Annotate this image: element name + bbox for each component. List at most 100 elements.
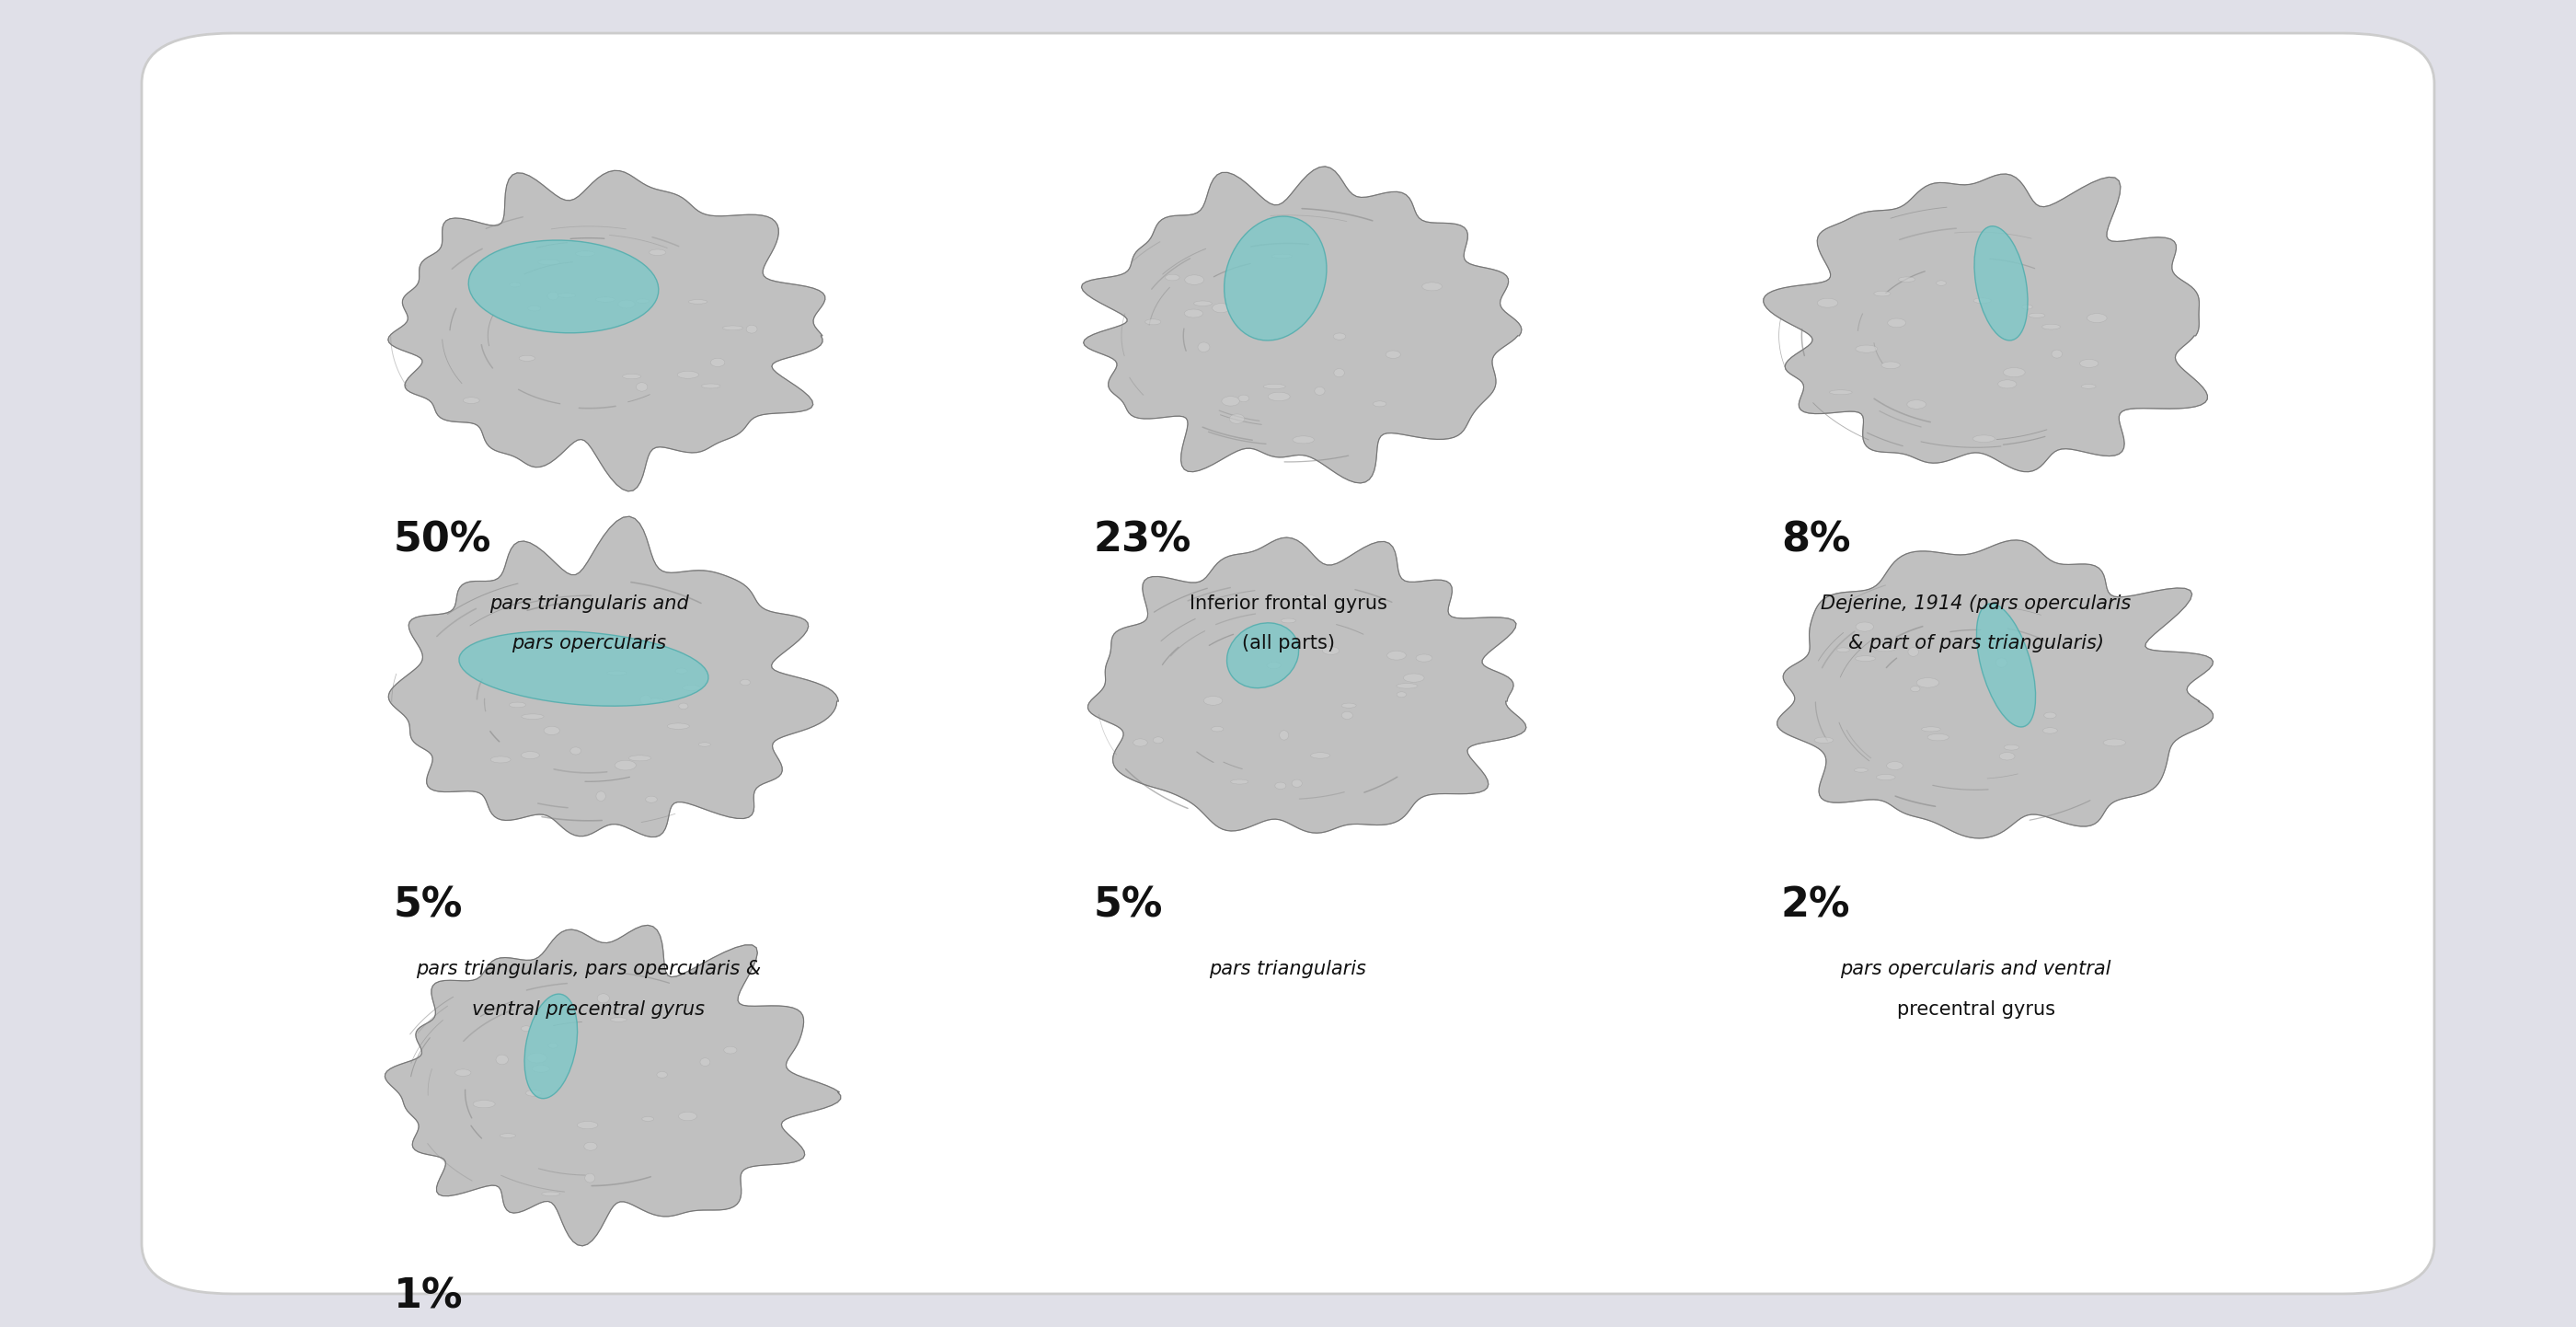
Ellipse shape [701, 384, 721, 389]
Ellipse shape [526, 1089, 541, 1096]
Ellipse shape [1888, 318, 1906, 328]
Ellipse shape [549, 292, 559, 300]
Text: 2%: 2% [1780, 886, 1850, 925]
Ellipse shape [1829, 390, 1852, 394]
Ellipse shape [1154, 736, 1164, 743]
Ellipse shape [1164, 275, 1180, 280]
Ellipse shape [1396, 691, 1406, 697]
Ellipse shape [1146, 320, 1162, 325]
Ellipse shape [459, 632, 708, 706]
Ellipse shape [641, 695, 652, 705]
Ellipse shape [654, 698, 665, 702]
Ellipse shape [1855, 768, 1868, 772]
Ellipse shape [1404, 674, 1425, 682]
Ellipse shape [1291, 779, 1301, 787]
Ellipse shape [1973, 299, 1991, 304]
Ellipse shape [1906, 399, 1927, 409]
Ellipse shape [1280, 730, 1288, 740]
Ellipse shape [2079, 360, 2099, 368]
Ellipse shape [1314, 387, 1324, 395]
Text: 8%: 8% [1780, 520, 1850, 560]
Ellipse shape [1185, 309, 1203, 317]
Ellipse shape [1193, 301, 1211, 307]
Ellipse shape [2102, 739, 2125, 746]
Ellipse shape [1999, 380, 2017, 389]
Ellipse shape [1224, 216, 1327, 341]
Polygon shape [384, 925, 840, 1246]
Ellipse shape [2043, 727, 2058, 734]
Ellipse shape [2004, 368, 2025, 377]
Ellipse shape [1211, 726, 1224, 731]
Ellipse shape [2004, 744, 2020, 750]
Text: pars opercularis and ventral: pars opercularis and ventral [1839, 959, 2112, 978]
Text: 1%: 1% [394, 1277, 464, 1316]
Ellipse shape [677, 372, 698, 378]
Ellipse shape [636, 382, 647, 391]
Text: 5%: 5% [394, 886, 464, 925]
Ellipse shape [701, 1058, 711, 1066]
Ellipse shape [1855, 345, 1878, 353]
Ellipse shape [469, 240, 659, 333]
Ellipse shape [497, 1055, 507, 1064]
Text: 50%: 50% [394, 520, 492, 560]
Ellipse shape [724, 325, 742, 330]
Ellipse shape [649, 698, 659, 703]
Ellipse shape [724, 1047, 737, 1054]
Ellipse shape [1280, 618, 1296, 622]
Ellipse shape [1221, 397, 1239, 406]
Ellipse shape [528, 305, 541, 311]
Text: 5%: 5% [1092, 886, 1162, 925]
Ellipse shape [739, 679, 750, 685]
Text: Dejerine, 1914 (pars opercularis: Dejerine, 1914 (pars opercularis [1821, 594, 2130, 613]
Ellipse shape [556, 293, 577, 297]
Ellipse shape [1922, 727, 1940, 731]
Ellipse shape [1899, 277, 1917, 281]
Ellipse shape [1342, 711, 1352, 719]
Ellipse shape [598, 994, 611, 1003]
Ellipse shape [1873, 645, 1896, 652]
Text: pars opercularis: pars opercularis [513, 634, 667, 653]
Ellipse shape [1185, 275, 1203, 285]
Ellipse shape [647, 796, 657, 803]
Ellipse shape [1816, 299, 1837, 308]
Ellipse shape [2043, 324, 2061, 329]
Ellipse shape [1422, 283, 1443, 291]
Ellipse shape [1927, 734, 1950, 740]
Ellipse shape [641, 1117, 654, 1121]
Polygon shape [389, 171, 824, 491]
Ellipse shape [1909, 648, 1919, 657]
Ellipse shape [1417, 654, 1432, 662]
Polygon shape [389, 516, 837, 837]
Ellipse shape [1875, 775, 1896, 780]
Polygon shape [1087, 537, 1525, 833]
Ellipse shape [683, 685, 701, 690]
Ellipse shape [1396, 683, 1417, 689]
Text: 23%: 23% [1092, 520, 1190, 560]
Ellipse shape [1293, 437, 1314, 443]
Ellipse shape [500, 1133, 515, 1137]
Ellipse shape [2027, 313, 2045, 317]
Ellipse shape [538, 260, 559, 264]
Ellipse shape [1213, 304, 1229, 313]
Ellipse shape [1814, 738, 1834, 743]
Ellipse shape [1973, 226, 2027, 341]
Polygon shape [1765, 174, 2208, 472]
Ellipse shape [2087, 313, 2107, 322]
Ellipse shape [574, 251, 595, 256]
Ellipse shape [489, 756, 510, 763]
Ellipse shape [1886, 762, 1904, 770]
Ellipse shape [1976, 604, 2035, 727]
Ellipse shape [541, 1192, 559, 1196]
Ellipse shape [1342, 703, 1355, 707]
Text: & part of pars triangularis): & part of pars triangularis) [1847, 634, 2105, 653]
Ellipse shape [1296, 594, 1316, 601]
Ellipse shape [520, 714, 544, 719]
Ellipse shape [1262, 384, 1285, 389]
Ellipse shape [675, 669, 688, 674]
Ellipse shape [1973, 435, 1994, 442]
Ellipse shape [1203, 697, 1224, 705]
Ellipse shape [474, 1100, 495, 1108]
Ellipse shape [1386, 350, 1401, 358]
Ellipse shape [569, 747, 582, 755]
Ellipse shape [1133, 739, 1146, 746]
